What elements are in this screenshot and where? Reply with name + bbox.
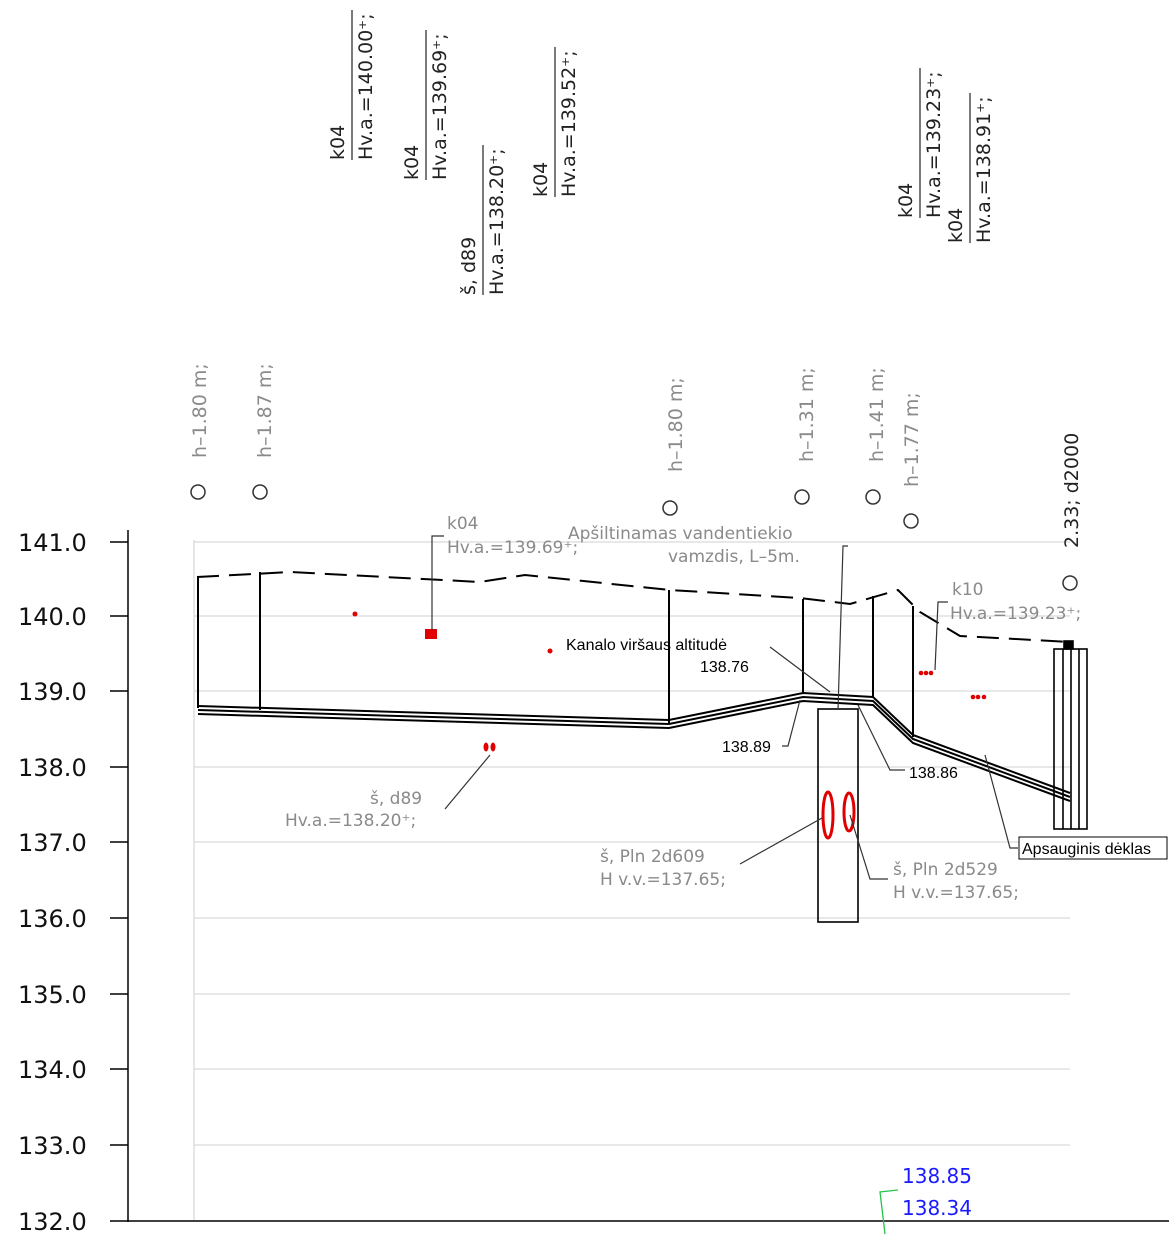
sleeve-label: Apsauginis dėklas [1022,841,1151,858]
svg-text:k04: k04 [327,125,349,160]
marker-circle-icon [865,489,881,505]
svg-text:š, d89: š, d89 [458,237,480,295]
y-axis [110,530,1169,1222]
canal-top-label: Kanalo viršaus altitudė [566,637,727,654]
marker-circle-icon [190,484,206,500]
well-label: 2.33; d2000 [1061,433,1083,548]
y-axis-labels: 141.0 140.0 139.0 138.0 137.0 136.0 135.… [18,529,87,1236]
pln609-label: š, Pln 2d609 [600,847,705,867]
pipe-label: š, d89 Hv.a.=138.20⁺; [458,145,508,295]
pipe-label: k04 Hv.a.=140.00⁺; [327,10,377,160]
svg-text:Hv.a.=139.23⁺;: Hv.a.=139.23⁺; [923,71,945,218]
bottom-elevations: 138.85 138.34 [879,1164,972,1235]
y-label: 140.0 [18,603,87,631]
svg-text:k04: k04 [945,208,967,243]
altitude-138-89: 138.89 [722,739,771,756]
utility-markers [352,611,987,840]
pipe-top-labels: k04 Hv.a.=140.00⁺; k04 Hv.a.=139.69⁺; š,… [327,10,995,295]
grid [193,540,1070,1220]
pln529-label: š, Pln 2d529 [893,860,998,880]
y-label: 132.0 [18,1208,87,1236]
depth-label: h–1.80 m; [665,377,687,472]
k10-label: k10 [952,580,983,600]
svg-text:Hv.a.=138.20⁺;: Hv.a.=138.20⁺; [486,148,508,295]
leader-lines [431,535,1018,880]
d89-label: š, d89 [370,789,422,809]
svg-text:Hv.a.=139.69⁺;: Hv.a.=139.69⁺; [429,33,451,180]
depth-label: h–1.87 m; [254,363,276,458]
d89-elevation: Hv.a.=138.20⁺; [285,811,416,831]
marker-circle-icon [662,500,678,516]
y-label: 139.0 [18,678,87,706]
svg-text:Hv.a.=139.52⁺;: Hv.a.=139.52⁺; [558,50,580,197]
k10-elevation: Hv.a.=139.23⁺; [950,604,1081,624]
pipe-profile [197,691,1071,802]
svg-text:Hv.a.=140.00⁺;: Hv.a.=140.00⁺; [355,13,377,160]
y-label: 137.0 [18,829,87,857]
pln529-elevation: H v.v.=137.65; [893,883,1019,903]
y-label: 134.0 [18,1056,87,1084]
ground-surface-line [196,570,1071,643]
pipe-label: k04 Hv.a.=139.23⁺; [895,68,945,218]
elevation-value: 138.85 [902,1164,972,1188]
annotations: k04 Hv.a.=139.69⁺; Apšiltinamas vandenti… [285,514,1168,903]
insulated-pipe-label: Apšiltinamas vandentiekio [568,524,793,544]
k04-label: k04 [447,514,478,534]
pln609-elevation: H v.v.=137.65; [600,870,726,890]
depth-label: h–1.80 m; [189,363,211,458]
y-label: 141.0 [18,529,87,557]
y-label: 133.0 [18,1132,87,1160]
insulated-pipe-length: vamzdis, L–5m. [668,547,800,567]
svg-text:Hv.a.=138.91⁺;: Hv.a.=138.91⁺; [973,96,995,243]
marker-circle-icon [794,489,810,505]
svg-text:k04: k04 [895,183,917,218]
marker-circle-icon [1062,575,1078,591]
pipe-label: k04 Hv.a.=139.52⁺; [530,47,580,197]
pipe-label: k04 Hv.a.=139.69⁺; [401,30,451,180]
green-leader [879,1189,899,1235]
depth-label: h–1.41 m; [866,367,888,462]
svg-text:k04: k04 [401,145,423,180]
marker-circle-icon [903,513,919,529]
y-label: 135.0 [18,981,87,1009]
pipe-label: k04 Hv.a.=138.91⁺; [945,93,995,243]
elevation-value: 138.34 [902,1196,972,1220]
profile-verticals [197,572,914,737]
sleeve-box [1053,640,1088,830]
depth-label: h–1.31 m; [796,367,818,462]
y-label: 136.0 [18,905,87,933]
k04-elevation: Hv.a.=139.69⁺; [447,538,578,558]
altitude-138-76: 138.76 [700,659,749,676]
y-label: 138.0 [18,754,87,782]
marker-circle-icon [252,484,268,500]
altitude-138-86: 138.86 [909,765,958,782]
depth-label: h–1.77 m; [901,392,923,487]
depth-markers: h–1.80 m; h–1.87 m; h–1.80 m; h–1.31 m; … [189,363,1083,591]
svg-text:k04: k04 [530,162,552,197]
